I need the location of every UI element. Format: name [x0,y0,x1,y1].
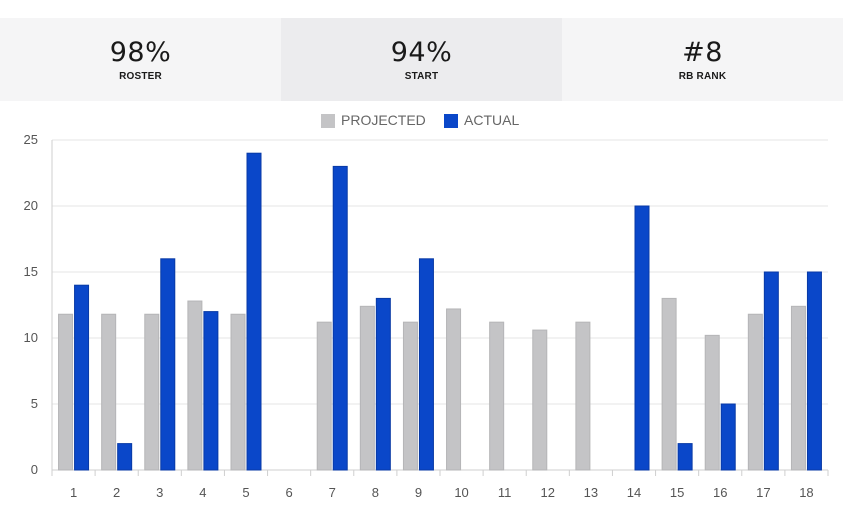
y-tick-label: 5 [31,396,38,411]
legend-swatch-projected [321,114,335,128]
projected-bar [144,313,160,471]
x-tick-label: 8 [372,485,379,500]
y-tick-label: 20 [24,198,38,213]
stat-roster-label: ROSTER [119,70,162,82]
projected-bar [402,321,418,471]
projected-bar [661,297,677,471]
actual-bar [375,297,391,471]
x-tick-label: 10 [454,485,468,500]
actual-bar [418,258,434,471]
projected-bar [532,329,548,471]
projected-bar [359,305,375,471]
stat-roster-value: 98% [109,36,172,68]
x-tick-label: 16 [713,485,727,500]
projected-bar [187,300,203,471]
x-tick-label: 15 [670,485,684,500]
stat-rb-rank-value: #8 [682,36,723,68]
y-tick-label: 25 [24,132,38,147]
projected-bar [704,334,720,471]
y-tick-label: 15 [24,264,38,279]
actual-bar [763,271,779,471]
actual-bar [246,152,262,471]
projected-bar [316,321,332,471]
actual-bar [160,258,176,471]
projected-bar [446,308,462,471]
actual-bar [203,311,219,471]
x-tick-label: 11 [498,485,512,500]
x-tick-label: 9 [415,485,422,500]
x-tick-label: 18 [799,485,813,500]
stat-roster: 98% ROSTER [0,18,281,101]
actual-bar [332,165,348,471]
stat-start-value: 94% [390,36,453,68]
projected-bar [790,305,806,471]
x-tick-label: 2 [113,485,120,500]
actual-bar [806,271,822,471]
x-tick-label: 1 [70,485,77,500]
actual-bar [720,403,736,471]
x-tick-label: 4 [199,485,206,500]
stat-rb-rank-label: RB RANK [678,70,727,82]
x-tick-label: 12 [541,485,555,500]
actual-bar [74,284,90,471]
projected-bar [230,313,246,471]
legend-label-actual: ACTUAL [464,112,519,128]
stat-rb-rank: #8 RB RANK [562,18,843,101]
actual-bar [634,205,650,471]
x-tick-label: 14 [627,485,641,500]
actual-bar [117,443,133,471]
x-tick-label: 17 [756,485,770,500]
x-tick-label: 6 [285,485,292,500]
legend-swatch-actual [444,114,458,128]
x-tick-label: 3 [156,485,163,500]
actual-bar [677,443,693,471]
projected-bar [489,321,505,471]
y-tick-label: 0 [31,462,38,477]
stat-start-label: START [404,70,439,82]
stat-start: 94% START [281,18,562,101]
projected-bar [747,313,763,471]
projected-bar [101,313,117,471]
x-tick-label: 7 [329,485,336,500]
x-tick-label: 5 [242,485,249,500]
y-tick-label: 10 [24,330,38,345]
x-tick-label: 13 [584,485,598,500]
projected-bar [58,313,74,471]
legend-label-projected: PROJECTED [341,112,426,128]
projected-bar [575,321,591,471]
stats-bar: 98% ROSTER 94% START #8 RB RANK [0,18,843,101]
